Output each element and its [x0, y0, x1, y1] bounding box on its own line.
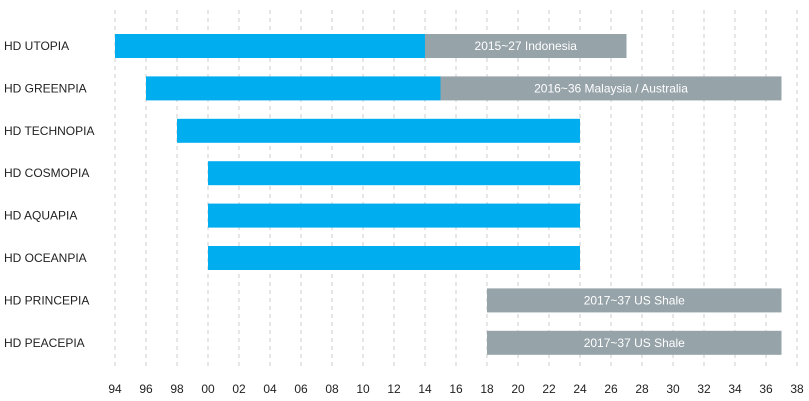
- x-tick-label: 34: [728, 382, 742, 396]
- bars: 2015~27 Indonesia 2016~36 Malaysia / Aust…: [115, 34, 782, 355]
- grid-lines: [114, 10, 798, 370]
- category-labels: HD UTOPIA HD GREENPIA HD TECHNOPIA HD COSMO…: [4, 39, 94, 350]
- x-tick-label: 14: [418, 382, 432, 396]
- x-tick-label: 06: [294, 382, 308, 396]
- bar: [177, 118, 580, 143]
- x-tick-label: 38: [790, 382, 804, 396]
- bar-data-label: 2015~27 Indonesia: [475, 39, 578, 53]
- category-label: HD PEACEPIA: [4, 336, 85, 350]
- bar: [487, 288, 782, 313]
- x-tick-label: 24: [573, 382, 587, 396]
- x-tick-label: 16: [449, 382, 463, 396]
- category-label: HD UTOPIA: [4, 39, 69, 53]
- bar: [487, 330, 782, 355]
- x-tick-label: 02: [232, 382, 246, 396]
- bar: [208, 161, 580, 186]
- x-tick-label: 32: [697, 382, 711, 396]
- x-tick-label: 94: [108, 382, 122, 396]
- category-label: HD OCEANPIA: [4, 251, 87, 265]
- x-tick-label: 22: [542, 382, 556, 396]
- x-tick-label: 12: [387, 382, 401, 396]
- bar-data-label: 2016~36 Malaysia / Australia: [534, 81, 688, 95]
- category-label: HD TECHNOPIA: [4, 124, 94, 138]
- bar: [146, 76, 441, 101]
- x-tick-label: 30: [666, 382, 680, 396]
- x-tick-label: 10: [356, 382, 370, 396]
- category-label: HD AQUAPIA: [4, 209, 77, 223]
- x-tick-label: 18: [480, 382, 494, 396]
- category-label: HD COSMOPIA: [4, 166, 89, 180]
- category-label: HD GREENPIA: [4, 81, 87, 95]
- bar-data-label: 2017~37 US Shale: [584, 293, 685, 307]
- x-tick-label: 04: [263, 382, 277, 396]
- bar: [440, 76, 782, 101]
- bar: [115, 34, 425, 58]
- x-tick-label: 96: [139, 382, 153, 396]
- x-tick-label: 26: [604, 382, 618, 396]
- x-tick-label: 98: [170, 382, 184, 396]
- bar: [208, 246, 580, 270]
- bar-data-label: 2017~37 US Shale: [584, 336, 685, 350]
- bar: [425, 34, 627, 58]
- x-tick-label: 20: [511, 382, 525, 396]
- x-tick-label: 28: [635, 382, 649, 396]
- x-tick-label: 08: [325, 382, 339, 396]
- x-axis-tick-labels: 94 96 98 00 02 04 06 08 10 12 14 16 18 20 22 24 26 28 30 32…: [108, 382, 804, 396]
- x-tick-label: 00: [201, 382, 215, 396]
- x-tick-label: 36: [759, 382, 773, 396]
- bar: [208, 203, 580, 228]
- category-label: HD PRINCEPIA: [4, 293, 89, 307]
